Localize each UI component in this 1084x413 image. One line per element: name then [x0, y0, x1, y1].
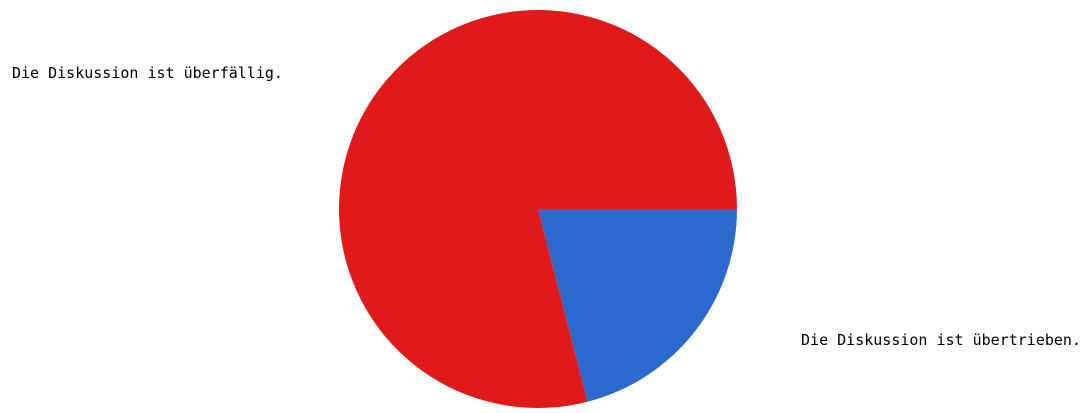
- slice-label-ueberfaellig: Die Diskussion ist überfällig.: [12, 64, 283, 82]
- pie-slices: [339, 9, 737, 408]
- slice-label-uebertrieben: Die Diskussion ist übertrieben.: [801, 331, 1081, 349]
- slice-ueberfaellig: [339, 9, 737, 408]
- slice-uebertrieben: [538, 209, 737, 402]
